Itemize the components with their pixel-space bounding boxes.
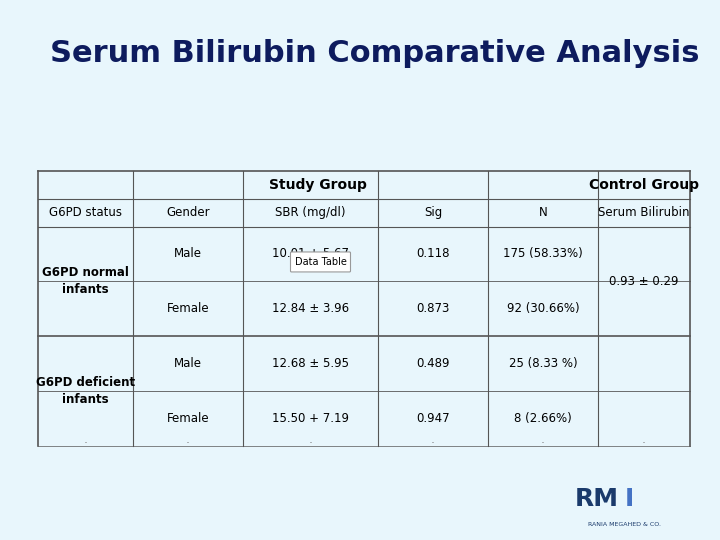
Text: G6PD normal
infants: G6PD normal infants: [42, 266, 129, 296]
Text: 92 (30.66%): 92 (30.66%): [507, 302, 580, 315]
Text: I: I: [625, 488, 634, 511]
Text: .: .: [431, 433, 435, 446]
Text: Female: Female: [167, 302, 210, 315]
Text: Female: Female: [167, 412, 210, 425]
Text: Study Group: Study Group: [269, 178, 367, 192]
Text: 15.50 + 7.19: 15.50 + 7.19: [272, 412, 349, 425]
Text: G6PD status: G6PD status: [49, 206, 122, 219]
Text: 0.118: 0.118: [416, 247, 450, 260]
Text: Control Group: Control Group: [589, 178, 699, 192]
Text: Serum Bilirubin Comparative Analysis: Serum Bilirubin Comparative Analysis: [50, 39, 700, 68]
Text: G6PD deficient
infants: G6PD deficient infants: [36, 376, 135, 406]
Text: 12.84 ± 3.96: 12.84 ± 3.96: [272, 302, 349, 315]
Text: .: .: [308, 433, 312, 446]
Text: Serum Bilirubin: Serum Bilirubin: [598, 206, 690, 219]
Text: 0.93 ± 0.29: 0.93 ± 0.29: [609, 275, 679, 288]
Text: N: N: [539, 206, 547, 219]
Text: .: .: [541, 433, 545, 446]
FancyBboxPatch shape: [290, 252, 351, 272]
Text: .: .: [84, 433, 88, 446]
Text: RM: RM: [575, 488, 619, 511]
Text: Sig: Sig: [424, 206, 442, 219]
Text: 175 (58.33%): 175 (58.33%): [503, 247, 583, 260]
Text: RANIA MEGAHED & CO.: RANIA MEGAHED & CO.: [588, 522, 661, 528]
Text: Gender: Gender: [166, 206, 210, 219]
Text: 0.947: 0.947: [416, 412, 450, 425]
Text: Male: Male: [174, 357, 202, 370]
Text: Data Table: Data Table: [294, 257, 346, 267]
Text: 0.873: 0.873: [416, 302, 450, 315]
Text: SBR (mg/dl): SBR (mg/dl): [275, 206, 346, 219]
Text: Male: Male: [174, 247, 202, 260]
Text: 25 (8.33 %): 25 (8.33 %): [509, 357, 577, 370]
Text: 10.01 ± 5.67: 10.01 ± 5.67: [272, 247, 349, 260]
Text: 8 (2.66%): 8 (2.66%): [514, 412, 572, 425]
Text: 0.489: 0.489: [416, 357, 450, 370]
Text: 12.68 ± 5.95: 12.68 ± 5.95: [272, 357, 349, 370]
Text: .: .: [186, 433, 190, 446]
Text: .: .: [642, 433, 646, 446]
